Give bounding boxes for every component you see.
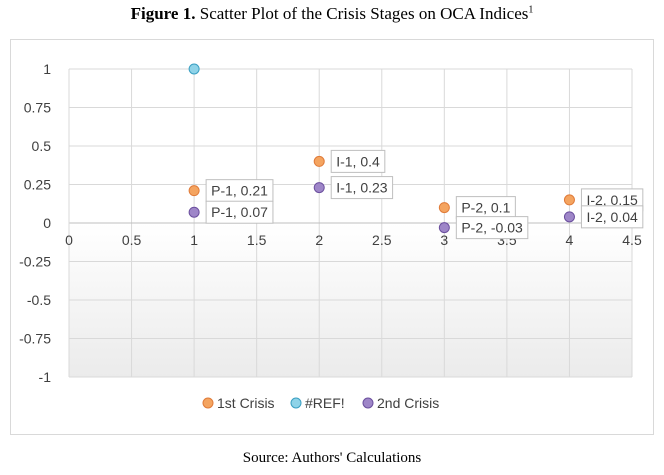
data-label-text: P-1, 0.07 [211,204,268,220]
y-tick-label: 0.5 [32,138,52,154]
data-label-text: I-2, 0.15 [586,192,638,208]
legend: 1st Crisis #REF! 2nd Crisis [202,395,439,411]
y-tick-label: 0.25 [24,177,51,193]
data-label-text: P-2, 0.1 [461,200,510,216]
y-tick-label: 0.75 [24,100,51,116]
data-label: I-2, 0.04 [580,205,644,229]
data-label-box [455,216,529,240]
data-label-box [330,176,394,200]
axes: 1 0.75 0.5 0.25 0 -0.25 -0.5 -0.75 -1 0 0.5 1 1.5 2 2.… [19,61,642,385]
x-tick-label: 0 [65,232,73,248]
data-point [563,194,575,206]
legend-item: 2nd Crisis [362,395,439,411]
data-point [563,211,575,223]
x-tick-label: 2 [315,232,323,248]
data-label-box [205,200,274,224]
x-tick-label: 1 [190,232,198,248]
data-label: P-1, 0.07 [205,200,274,224]
x-tick-label: 1.5 [247,232,267,248]
x-tick-label: 3 [440,232,448,248]
legend-item: #REF! [290,395,345,411]
scatter-chart: 1 0.75 0.5 0.25 0 -0.25 -0.5 -0.75 -1 0 0.5 1 1.5 2 2.… [19,61,644,411]
figure-number: Figure 1. [130,4,196,23]
figure-source: Source: Authors' Calculations [242,450,422,466]
data-label: P-2, -0.03 [455,216,529,240]
legend-item: 1st Crisis [202,395,275,411]
y-tick-label: 1 [43,61,51,77]
data-label-text: I-1, 0.23 [336,180,388,196]
y-tick-label: -0.25 [19,254,51,270]
y-tick-label: -0.75 [19,331,51,347]
y-tick-label: 0 [43,215,51,231]
data-point [188,63,200,75]
figure-title: Figure 1. Scatter Plot of the Crisis Sta… [0,4,664,24]
data-label: I-1, 0.4 [330,149,386,173]
data-point [438,202,450,214]
data-point [313,155,325,167]
data-label: I-1, 0.23 [330,176,394,200]
legend-label: 2nd Crisis [377,395,439,411]
data-label-box [580,205,644,229]
x-tick-label: 0.5 [122,232,142,248]
y-tick-label: -1 [39,369,52,385]
data-labels: P-1, 0.21 I-1, 0.4 P-2, 0.1 I-2, 0.15 P-1, 0… [205,149,644,240]
data-label: P-1, 0.21 [205,179,274,203]
legend-label: #REF! [305,395,345,411]
x-tick-label: 4 [566,232,574,248]
chart-container: 1 0.75 0.5 0.25 0 -0.25 -0.5 -0.75 -1 0 0.5 1 1.5 2 2.… [10,39,654,435]
legend-marker [202,397,214,409]
data-label-box [330,149,386,173]
x-tick-label: 4.5 [622,232,642,248]
legend-label: 1st Crisis [217,395,275,411]
data-label-text: P-2, -0.03 [461,220,523,236]
data-points [188,63,575,234]
data-point [188,185,200,197]
figure-footnote-mark: 1 [528,4,534,16]
data-point [438,222,450,234]
data-label-text: P-1, 0.21 [211,183,268,199]
data-label: P-2, 0.1 [455,196,516,220]
legend-marker [290,397,302,409]
legend-marker [362,397,374,409]
data-point [313,182,325,194]
data-label-text: I-2, 0.04 [586,209,638,225]
y-tick-label: -0.5 [27,292,51,308]
data-point [188,206,200,218]
x-tick-label: 2.5 [372,232,392,248]
figure-title-text: Scatter Plot of the Crisis Stages on OCA… [195,4,529,23]
data-label-text: I-1, 0.4 [336,153,380,169]
